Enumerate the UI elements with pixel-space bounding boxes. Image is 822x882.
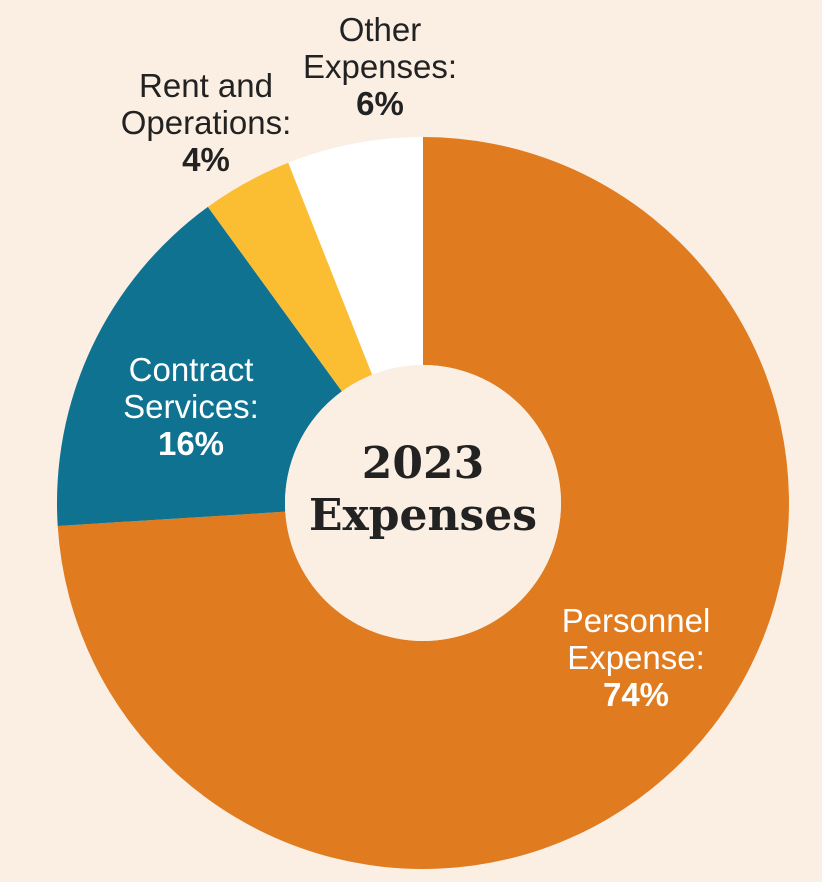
slice-label-personnel: Personnel Expense: 74% (562, 602, 711, 713)
slice-label-personnel-line2: Expense: (567, 639, 705, 676)
donut-hole (285, 365, 561, 641)
slice-label-contract-line1: Contract (128, 351, 254, 388)
slice-label-contract: Contract Services: 16% (123, 351, 259, 462)
slice-value-contract: 16% (157, 425, 225, 462)
donut-slice-0 (57, 137, 790, 869)
donut-slice-1 (57, 206, 342, 526)
slice-label-rent-line2: Operations: (120, 104, 292, 141)
slice-value-other: 6% (356, 85, 404, 122)
slice-label-rent-line1: Rent and (139, 67, 273, 104)
slice-label-personnel-line1: Personnel (561, 602, 711, 639)
slice-label-other-line1: Other (338, 11, 422, 48)
slice-value-rent: 4% (182, 141, 230, 178)
slice-label-other: Other Expenses: 6% (303, 11, 457, 122)
chart-title-word: Expenses (308, 490, 538, 541)
donut-slice-2 (207, 162, 373, 392)
slice-label-other-line2: Expenses: (302, 48, 458, 85)
donut-slice-3 (288, 137, 423, 375)
slice-label-contract-line2: Services: (123, 388, 259, 425)
slice-value-personnel: 74% (602, 676, 670, 713)
chart-title-year: 2023 (361, 438, 485, 489)
chart-title: 2023 Expenses (309, 438, 537, 542)
slice-label-rent: Rent and Operations: 4% (121, 67, 292, 178)
